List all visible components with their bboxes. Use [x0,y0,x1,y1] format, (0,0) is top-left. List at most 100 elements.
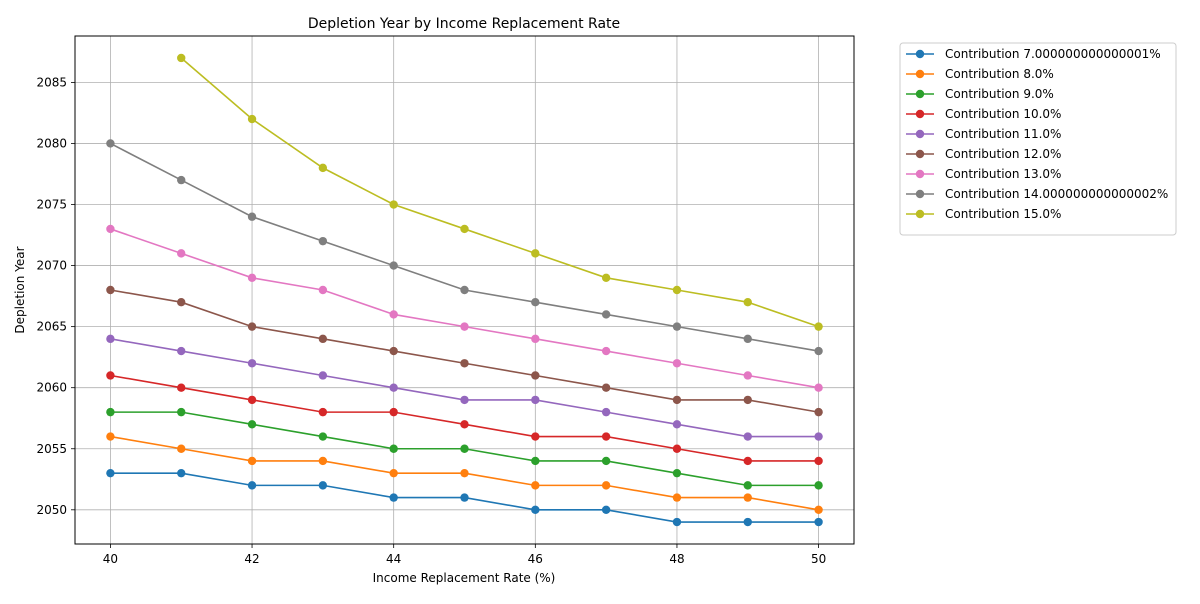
legend-frame [899,42,1177,236]
data-point [743,298,752,307]
data-point [106,468,115,478]
series-3 [106,407,823,490]
data-point [531,249,540,258]
x-tick-label: 46 [528,552,543,566]
data-point [177,346,186,356]
data-point [601,383,611,392]
series-2 [106,432,823,515]
data-point [814,407,823,417]
data-point [814,322,823,331]
data-point [247,322,257,331]
y-tick-label: 2055 [36,442,67,456]
data-point [672,285,682,295]
data-point [672,359,682,368]
data-point [814,456,823,466]
data-point [106,407,115,417]
y-tick-label: 2085 [36,75,67,89]
data-point [814,481,823,490]
data-point [672,395,682,405]
data-point [106,371,115,380]
legend-marker [915,209,925,219]
data-point [672,420,682,429]
chart-title: Depletion Year by Income Replacement Rat… [308,16,620,32]
data-point [814,346,823,356]
data-point [672,493,682,502]
data-point [318,481,328,490]
data-point [460,493,469,502]
data-point [389,407,398,417]
legend-item: Contribution 9.0% [906,87,1054,101]
legend-label: Contribution 9.0% [945,87,1054,101]
data-point [814,517,823,527]
data-point [177,53,186,63]
data-point [389,346,398,356]
legend-label: Contribution 8.0% [945,67,1054,81]
legend: Contribution 7.000000000000001% Contribut… [899,42,1177,236]
y-tick-label: 2050 [36,503,67,517]
data-point [247,273,257,282]
data-point [601,273,611,282]
legend-marker [915,189,925,199]
legend-label: Contribution 7.000000000000001% [945,47,1161,61]
data-point [318,334,328,344]
legend-marker [915,109,925,119]
data-point [531,432,540,441]
data-point [247,481,257,490]
data-point [106,334,115,344]
data-point [601,505,611,515]
legend-marker [915,69,925,79]
data-point [106,139,115,148]
x-axis-label: Income Replacement Rate (%) [373,571,556,585]
legend-item: Contribution 10.0% [906,107,1061,121]
data-point [601,310,611,319]
legend-marker [915,49,925,59]
legend-item: Contribution 8.0% [906,67,1054,81]
data-point [601,456,611,466]
legend-label: Contribution 12.0% [945,147,1061,161]
data-point [460,444,469,453]
data-point [743,432,752,441]
data-point [743,481,752,490]
data-point [814,505,823,515]
series-layer [106,53,823,527]
data-point [601,481,611,490]
legend-marker [915,169,925,179]
data-point [106,224,115,234]
data-point [743,456,752,466]
series-6 [106,285,823,417]
data-point [247,456,257,466]
data-point [531,481,540,490]
legend-label: Contribution 14.000000000000002% [945,187,1168,201]
data-point [389,444,398,453]
legend-marker [915,149,925,159]
series-1 [106,468,823,527]
x-tick-label: 42 [244,552,259,566]
legend-item: Contribution 15.0% [906,207,1061,221]
series-9 [177,53,823,331]
legend-marker [915,129,925,139]
legend-label: Contribution 13.0% [945,167,1061,181]
data-point [106,432,115,441]
data-point [247,395,257,405]
data-point [531,371,540,380]
data-point [460,285,469,295]
legend-label: Contribution 15.0% [945,207,1061,221]
data-point [601,432,611,441]
legend-marker [915,89,925,99]
data-point [672,444,682,453]
series-7 [106,224,823,392]
y-tick-label: 2070 [36,259,67,273]
data-point [177,175,186,185]
data-point [389,200,398,209]
y-tick-label: 2080 [36,136,67,150]
y-tick-label: 2065 [36,320,67,334]
data-point [247,114,257,124]
data-point [672,517,682,527]
data-point [531,456,540,466]
data-point [531,334,540,344]
x-tick-label: 44 [386,552,401,566]
legend-item: Contribution 12.0% [906,147,1061,161]
data-point [460,322,469,331]
